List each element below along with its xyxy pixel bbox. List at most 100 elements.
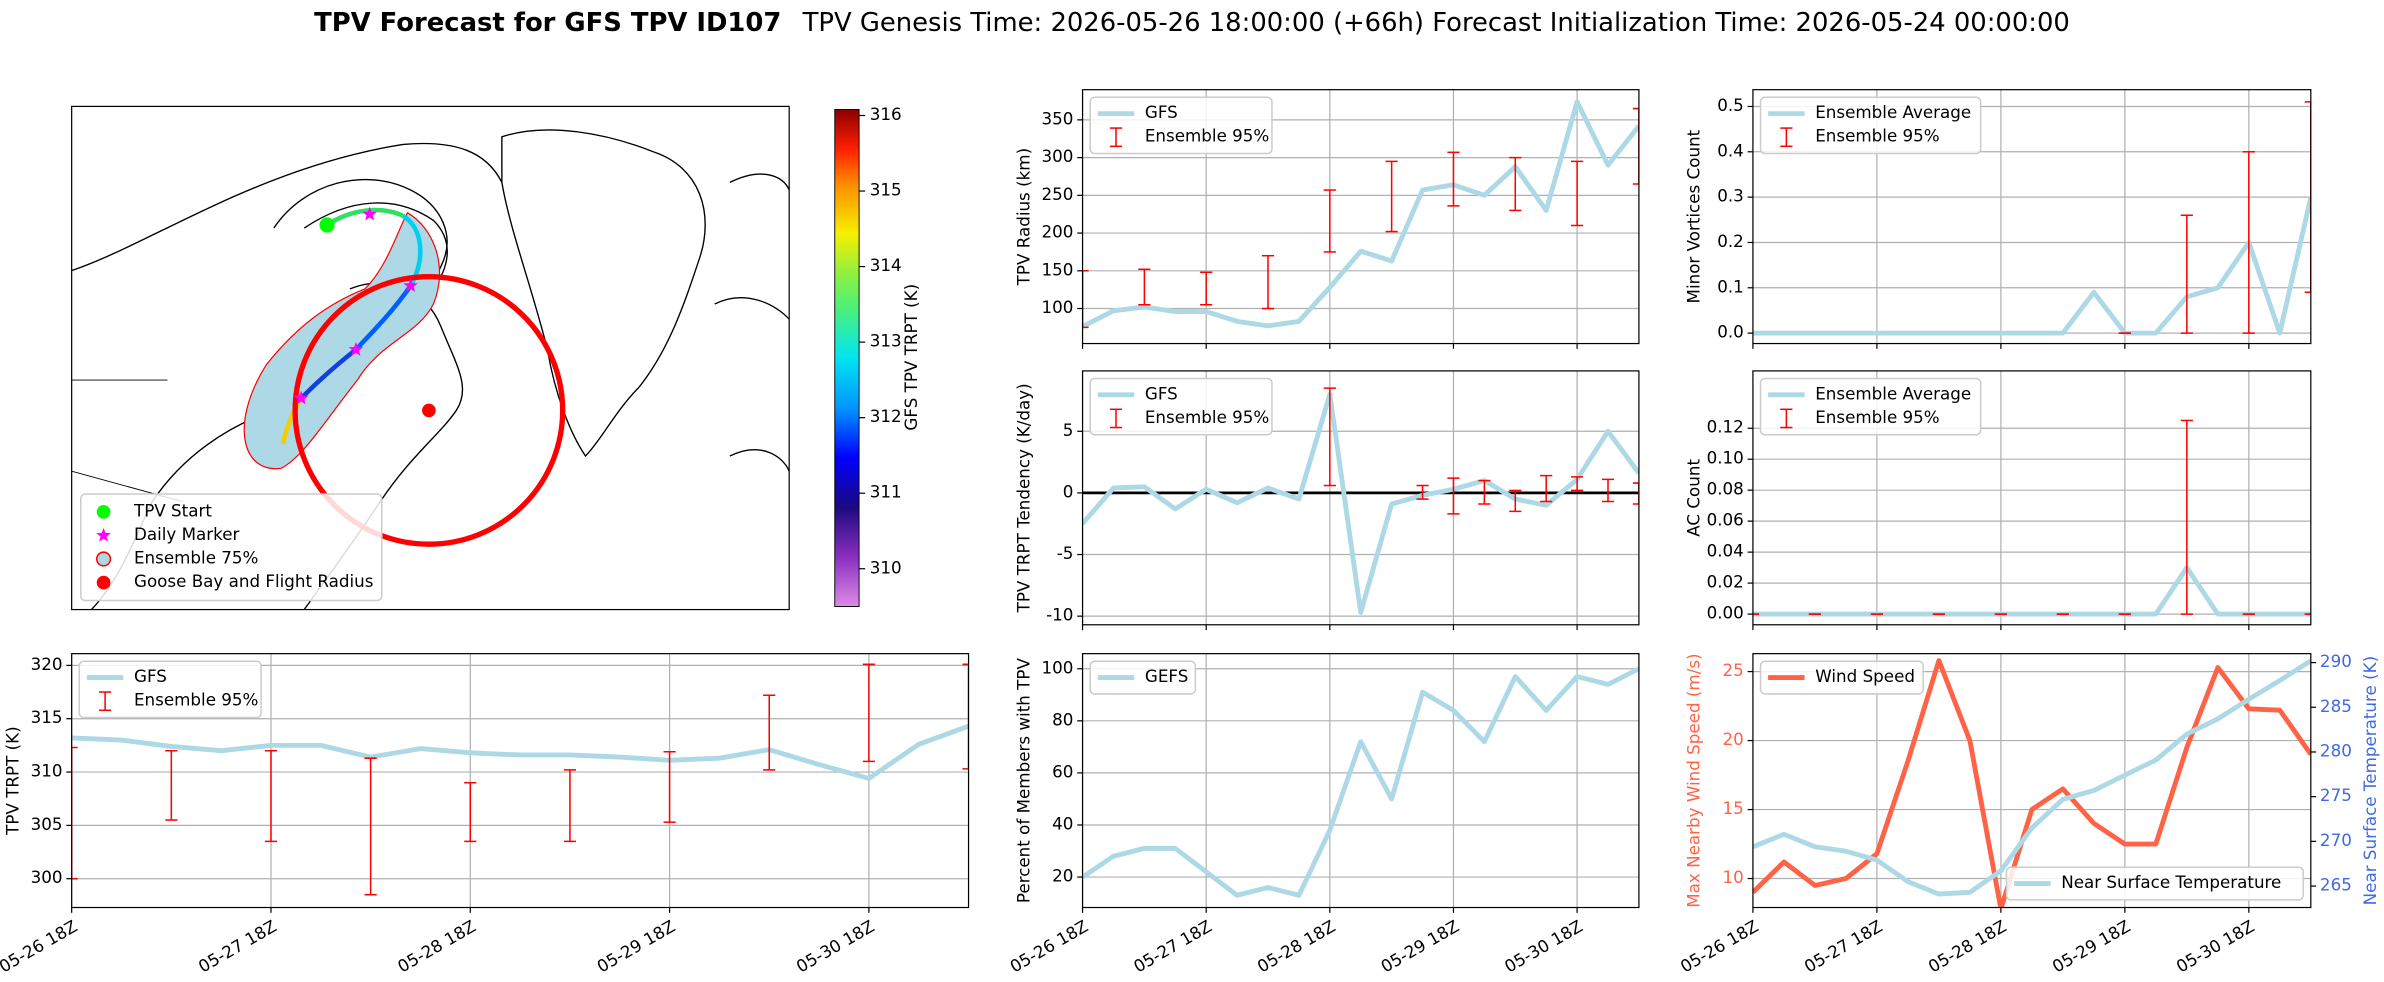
- legend-box: [1089, 660, 1197, 695]
- y-tick-label: 0.4: [1717, 140, 1744, 160]
- y-axis-label: Percent of Members with TPV: [1013, 658, 1033, 904]
- y-tick-label: 0.5: [1717, 95, 1744, 115]
- x-tick-label: 05-30 18Z: [793, 916, 878, 977]
- y2-tick-label: 290: [2320, 651, 2352, 671]
- legend-label: Daily Marker: [134, 524, 240, 544]
- axes-frame: [1081, 653, 1640, 909]
- y-tick-label: 0.00: [1707, 603, 1744, 623]
- axes-frame: [1752, 370, 2312, 626]
- legend-marker: [96, 527, 111, 542]
- y2-tick-label: 270: [2320, 830, 2352, 850]
- axes-frame: [1081, 370, 1640, 626]
- y-axis-label: TPV Radius (km): [1013, 148, 1033, 286]
- x-tick-label: 05-28 18Z: [1254, 916, 1339, 977]
- y-tick-label: 0.12: [1707, 417, 1744, 437]
- series-line: [1752, 658, 2311, 908]
- y-tick-label: 150: [1042, 259, 1074, 279]
- y-tick-label: 20: [1052, 866, 1073, 886]
- y-axis-label: TPV TRPT Tendency (K/day): [1013, 383, 1033, 613]
- series-line: [1082, 391, 1639, 615]
- subtitle: TPV Genesis Time: 2026-05-26 18:00:00 (+…: [802, 7, 2070, 37]
- y-tick-label: 0.0: [1717, 322, 1744, 342]
- coast: [714, 173, 790, 472]
- legend-box: [78, 660, 262, 719]
- daily-marker: [403, 278, 418, 292]
- colorbar: [834, 108, 860, 607]
- y-axis-label: Max Nearby Wind Speed (m/s): [1684, 653, 1704, 907]
- y-tick-label: 60: [1052, 761, 1073, 781]
- colorbar-tick-label: 310: [870, 557, 902, 577]
- y-tick-label: -10: [1046, 605, 1073, 625]
- legend-label: GFS: [134, 666, 167, 686]
- colorbar-tick-label: 314: [870, 255, 902, 275]
- colorbar-tick-label: 311: [870, 482, 902, 502]
- legend-box: [1089, 377, 1273, 436]
- figure-title: TPV Forecast for GFS TPV ID107 TPV Genesi…: [314, 7, 2070, 37]
- y-tick-label: 0: [1063, 481, 1074, 501]
- y-axis-label: TPV TRPT (K): [2, 726, 22, 835]
- y-tick-label: 80: [1052, 709, 1073, 729]
- y-tick-label: 25: [1723, 660, 1744, 680]
- legend-box: [1759, 660, 1924, 695]
- y-tick-label: 15: [1723, 798, 1744, 818]
- legend-label: Ensemble 95%: [1145, 407, 1269, 427]
- legend-box: [80, 493, 383, 602]
- legend-marker: [96, 575, 111, 590]
- legend-label: Ensemble 75%: [134, 548, 258, 568]
- legend-label: GEFS: [1145, 666, 1188, 686]
- legend-label: Ensemble 95%: [1815, 126, 1939, 146]
- goose-bay: [422, 403, 436, 418]
- y-tick-label: 0.3: [1717, 186, 1744, 206]
- axes-frame: [1081, 89, 1640, 345]
- series-line: [1082, 99, 1639, 329]
- x-tick-label: 05-28 18Z: [1925, 916, 2010, 977]
- legend-box: [1759, 377, 1982, 436]
- y-tick-label: -5: [1057, 543, 1074, 563]
- y-tick-label: 0.2: [1717, 231, 1744, 251]
- title: TPV Forecast for GFS TPV ID107: [314, 7, 781, 37]
- y-axis-label: AC Count: [1684, 459, 1704, 537]
- x-tick-label: 05-28 18Z: [394, 916, 479, 977]
- y-tick-label: 200: [1042, 222, 1074, 242]
- colorbar-tick-label: 315: [870, 180, 902, 200]
- y-tick-label: 0.10: [1707, 448, 1744, 468]
- track: [325, 207, 405, 227]
- colorbar-label: GFS TPV TRPT (K): [901, 284, 921, 431]
- x-tick-label: 05-29 18Z: [2049, 916, 2134, 977]
- y2-tick-label: 265: [2320, 875, 2352, 895]
- y-tick-label: 100: [1042, 297, 1074, 317]
- y-tick-label: 40: [1052, 813, 1073, 833]
- y-tick-label: 300: [31, 867, 63, 887]
- legend-label: GFS: [1145, 383, 1178, 403]
- flight-radius: [292, 274, 566, 547]
- legend-label: Goose Bay and Flight Radius: [134, 571, 373, 591]
- legend-marker: [96, 505, 111, 519]
- y-tick-label: 250: [1042, 184, 1074, 204]
- legend-label: Ensemble 95%: [134, 690, 258, 710]
- legend-label: GFS: [1145, 102, 1178, 122]
- y-tick-label: 5: [1063, 420, 1074, 440]
- legend-label: Ensemble Average: [1815, 383, 1971, 403]
- y-tick-label: 0.02: [1707, 572, 1744, 592]
- series-line: [1752, 658, 2311, 897]
- tpv-start: [319, 217, 335, 233]
- y-tick-label: 0.08: [1707, 479, 1744, 499]
- legend-label: TPV Start: [133, 500, 212, 520]
- daily-marker: [348, 342, 364, 356]
- coast: [303, 202, 448, 297]
- colorbar-tick-label: 316: [870, 104, 902, 124]
- y-tick-label: 0.1: [1717, 276, 1744, 296]
- legend-label: Ensemble Average: [1815, 102, 1971, 122]
- track: [354, 284, 413, 352]
- y-tick-label: 0.06: [1707, 510, 1744, 530]
- y2-tick-label: 285: [2320, 696, 2352, 716]
- y2-axis-label: Near Surface Temperature (K): [2360, 656, 2380, 905]
- y2-tick-label: 280: [2320, 740, 2352, 760]
- x-tick-label: 05-27 18Z: [1130, 916, 1215, 977]
- legend-box: [1089, 96, 1273, 155]
- x-tick-label: 05-26 18Z: [1006, 916, 1091, 977]
- legend-label: Wind Speed: [1815, 666, 1915, 686]
- x-tick-label: 05-29 18Z: [593, 916, 678, 977]
